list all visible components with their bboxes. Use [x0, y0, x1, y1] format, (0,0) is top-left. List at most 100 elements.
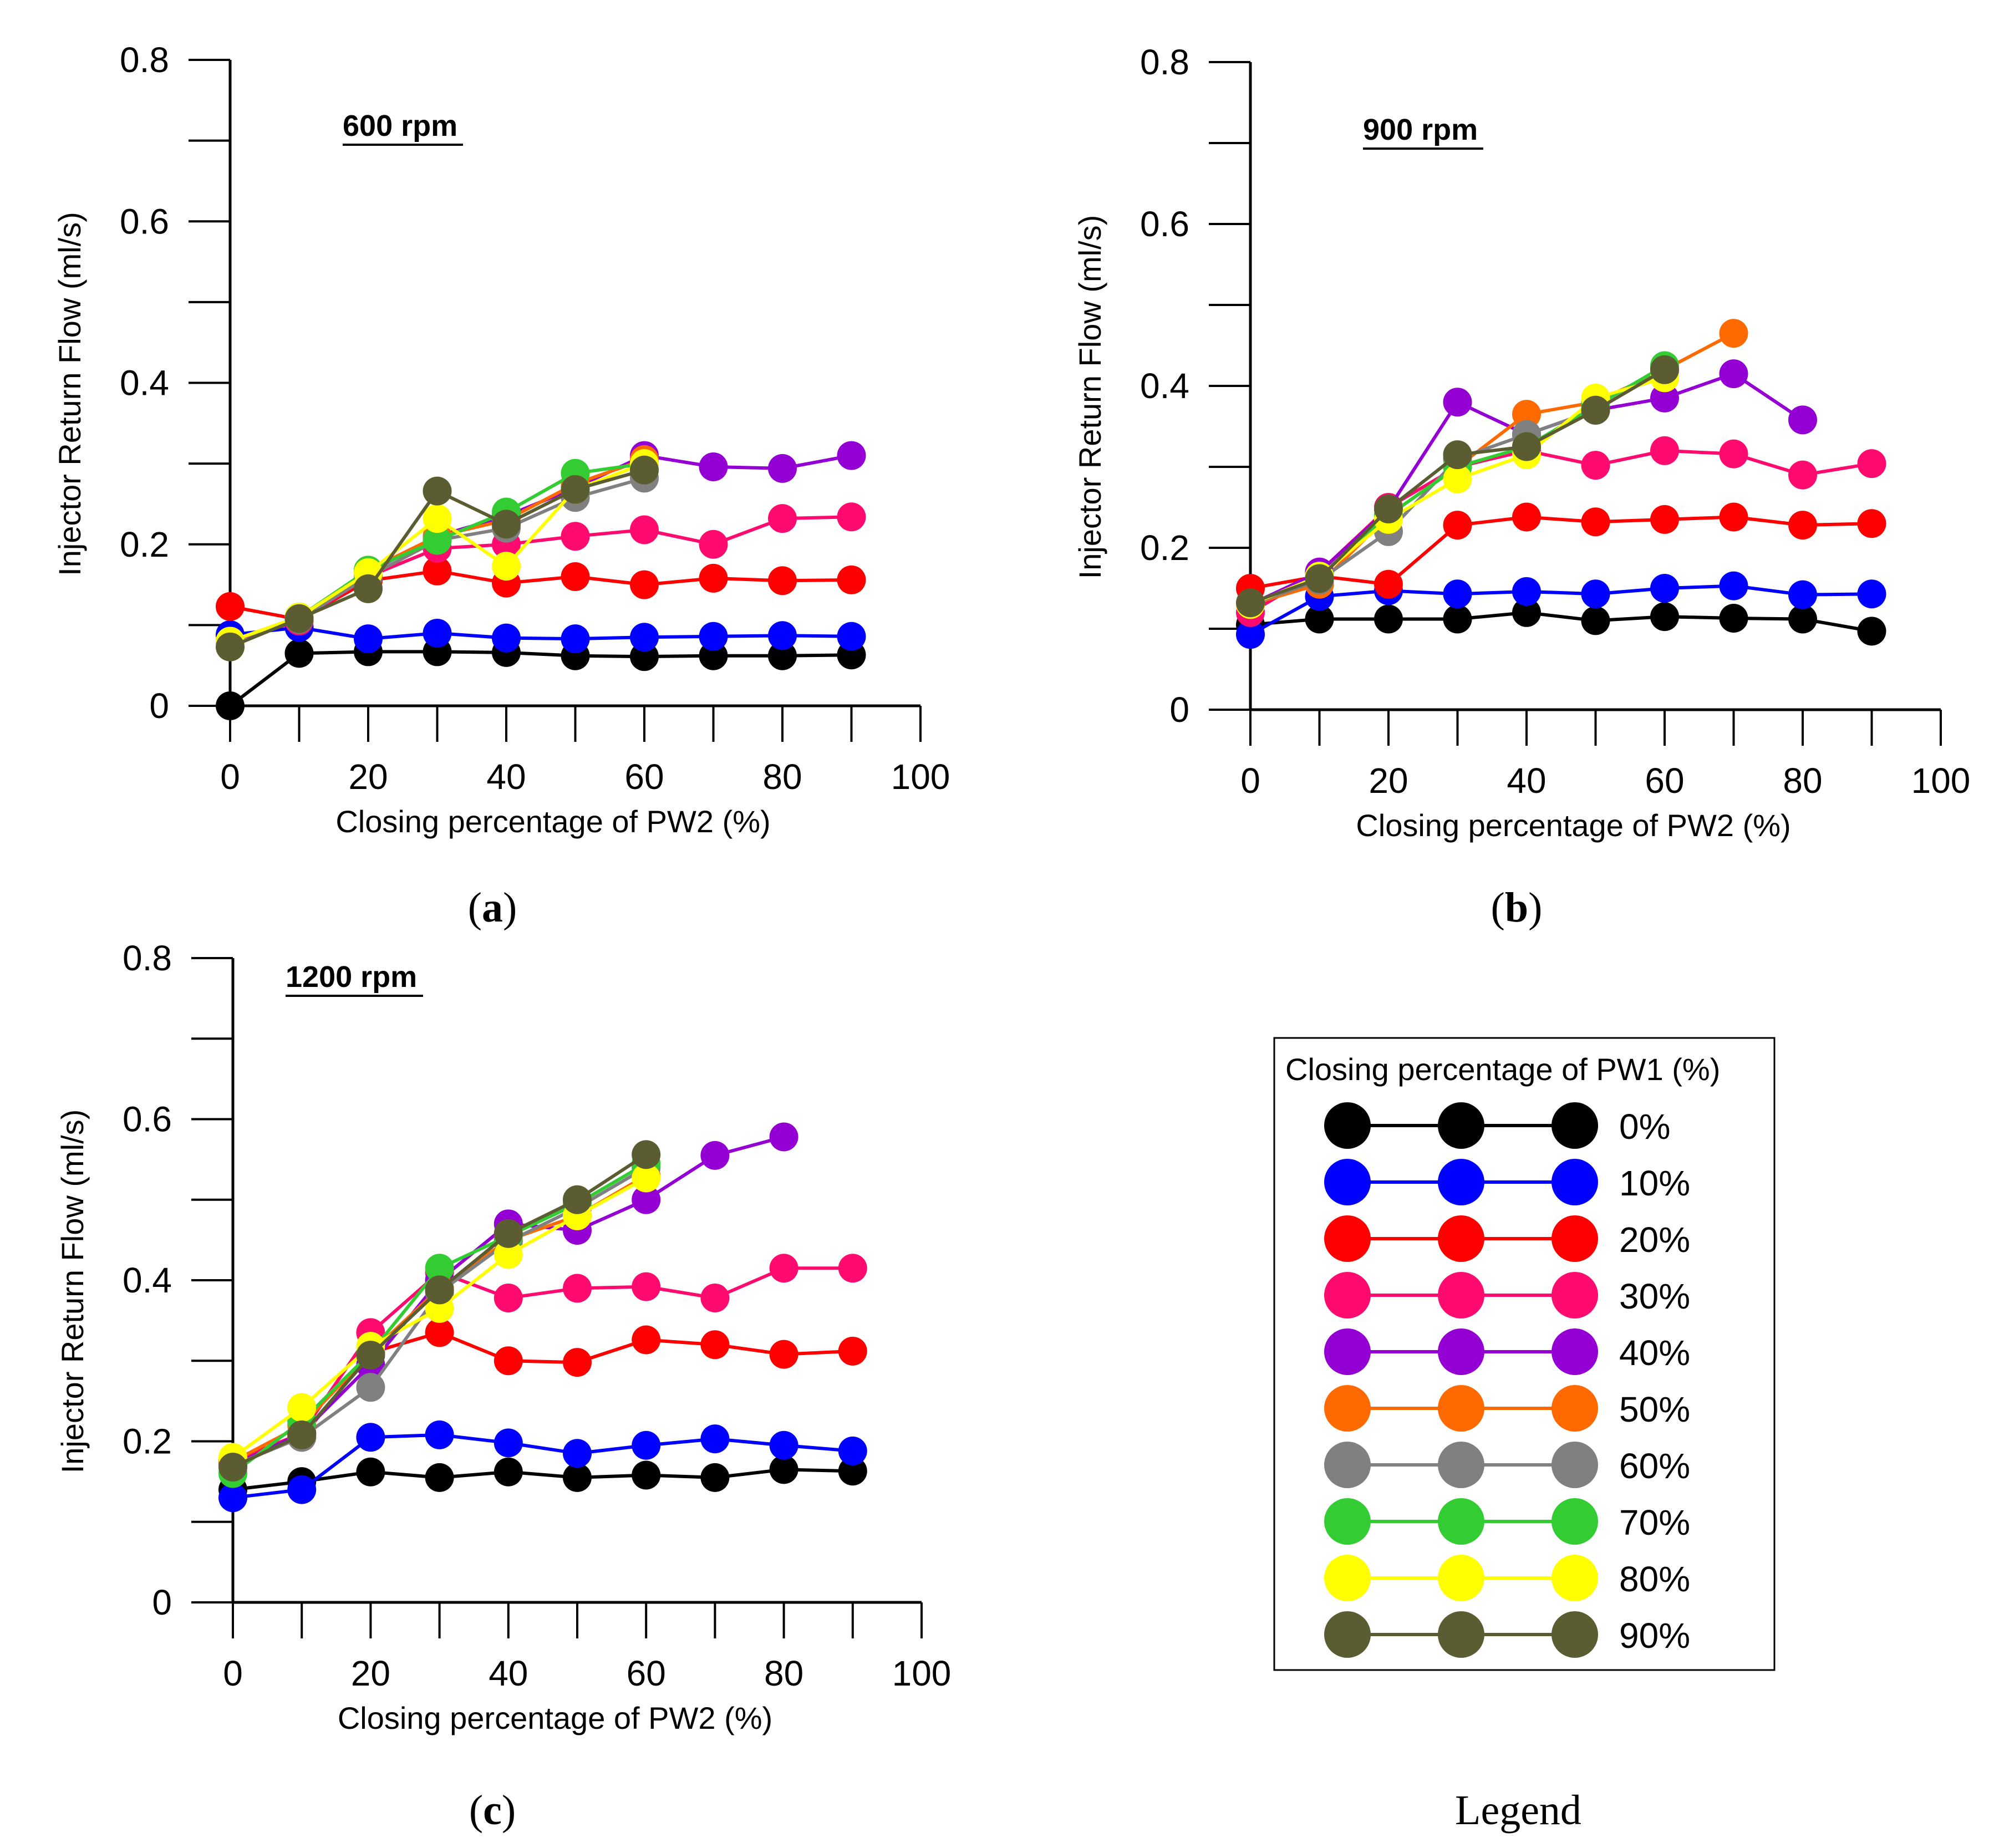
data-point — [494, 1428, 523, 1458]
data-point — [1443, 440, 1472, 470]
data-point — [1512, 598, 1541, 627]
legend-marker — [1438, 1328, 1484, 1375]
series-10pct — [218, 1420, 867, 1513]
data-point — [494, 1219, 523, 1248]
data-point — [425, 1318, 454, 1347]
data-point — [494, 1457, 523, 1486]
data-point — [1443, 604, 1472, 634]
data-point — [1305, 604, 1334, 634]
data-point — [768, 641, 797, 670]
data-point — [356, 1457, 385, 1486]
x-axis-title: Closing percentage of PW2 (%) — [335, 804, 770, 839]
data-point — [423, 476, 452, 506]
series-line — [1249, 449, 1872, 614]
data-point — [700, 1424, 730, 1454]
series-10pct — [216, 613, 866, 654]
legend-marker — [1438, 1215, 1484, 1262]
y-axis-title: Injector Return Flow (ml/s) — [1072, 215, 1107, 579]
series-line — [230, 625, 852, 641]
legend-label: 40% — [1619, 1333, 1690, 1373]
y-tick-label: 0.4 — [1140, 366, 1189, 406]
legend-title: Closing percentage of PW1 (%) — [1285, 1052, 1720, 1087]
data-point — [1443, 388, 1472, 417]
legend-entry-70pct: 70% — [1324, 1498, 1690, 1545]
x-axis-title: Closing percentage of PW2 (%) — [338, 1701, 772, 1735]
series-line — [232, 1266, 853, 1463]
data-point — [632, 1460, 661, 1490]
rpm-title: 1200 rpm — [286, 960, 417, 994]
y-tick-label: 0.2 — [123, 1422, 172, 1462]
chart-panels: 0 0.2 0.4 0.6 0.8 0 20 40 60 80 100 Closing percent… — [52, 40, 1970, 1834]
x-tick-label: 60 — [627, 1653, 666, 1693]
data-point — [1857, 617, 1886, 646]
data-point — [1650, 602, 1679, 632]
data-point — [1374, 569, 1403, 599]
data-point — [837, 502, 866, 532]
series-line — [229, 650, 852, 707]
series-line — [230, 569, 852, 622]
data-point — [561, 562, 590, 591]
data-point — [1650, 574, 1679, 603]
panel-caption: (b) — [1491, 884, 1543, 931]
legend-label: 90% — [1619, 1616, 1690, 1656]
legend: Closing percentage of PW1 (%) 0% 10% 20% 30… — [1273, 1037, 1776, 1671]
legend-marker — [1438, 1159, 1484, 1205]
data-point — [1581, 507, 1610, 537]
data-point — [494, 1240, 523, 1269]
chart-panel-b: 0 0.2 0.4 0.6 0.8 0 20 40 60 80 100 Closing percent… — [1072, 42, 1970, 843]
x-tick-label: 60 — [1645, 761, 1684, 801]
x-tick-label: 80 — [1783, 761, 1822, 801]
data-point — [561, 624, 590, 654]
data-point — [837, 565, 866, 594]
legend-marker — [1551, 1272, 1598, 1318]
data-point — [700, 1330, 730, 1360]
data-point — [356, 1373, 385, 1402]
legend-marker — [1438, 1442, 1484, 1488]
data-point — [216, 632, 245, 661]
data-point — [1650, 436, 1679, 465]
data-point — [1719, 604, 1748, 633]
data-point — [838, 1254, 867, 1283]
legend-marker — [1438, 1611, 1484, 1658]
legend-label: 10% — [1619, 1163, 1690, 1203]
x-tick-label: 80 — [764, 1653, 803, 1693]
data-point — [423, 556, 452, 586]
data-point — [700, 1141, 730, 1170]
x-tick-label: 20 — [351, 1653, 390, 1693]
series-line — [1249, 584, 1872, 636]
y-tick-label: 0 — [149, 686, 169, 726]
legend-marker — [1324, 1272, 1371, 1318]
legend-label: 20% — [1619, 1220, 1690, 1260]
x-tick-label: 0 — [223, 1653, 243, 1693]
legend-marker — [1551, 1555, 1598, 1601]
data-point — [630, 455, 659, 485]
data-point — [1788, 580, 1817, 609]
series-90pct — [216, 455, 659, 661]
data-point — [768, 504, 797, 533]
data-point — [423, 618, 452, 648]
data-point — [1581, 395, 1610, 425]
legend-marker — [1551, 1442, 1598, 1488]
legend-marker — [1551, 1102, 1598, 1149]
y-tick-label: 0.8 — [1140, 42, 1189, 82]
x-tick-label: 100 — [1911, 761, 1971, 801]
chart-panel-c: 0 0.2 0.4 0.6 0.8 0 20 40 60 80 100 Closing percent… — [55, 938, 951, 1735]
chart-panel-a: 0 0.2 0.4 0.6 0.8 0 20 40 60 80 100 Closing percent… — [52, 40, 950, 839]
legend-entries: 0% 10% 20% 30% 40% 50% 60% 70% 80% 90% — [1324, 1102, 1690, 1658]
panel-caption: (a) — [468, 884, 517, 931]
data-point — [354, 624, 383, 654]
data-point — [1857, 449, 1886, 478]
x-axis-title: Closing percentage of PW2 (%) — [1356, 808, 1790, 843]
legend-marker — [1551, 1215, 1598, 1262]
x-tick-label: 0 — [1240, 761, 1260, 801]
data-point — [1581, 606, 1610, 635]
data-point — [561, 475, 590, 504]
data-point — [1650, 505, 1679, 534]
data-point — [1719, 439, 1748, 469]
x-tick-label: 20 — [348, 757, 388, 797]
legend-label: 60% — [1619, 1446, 1690, 1486]
legend-marker — [1551, 1159, 1598, 1205]
legend-marker — [1324, 1328, 1371, 1375]
data-point — [1857, 509, 1886, 538]
data-point — [1719, 319, 1748, 348]
